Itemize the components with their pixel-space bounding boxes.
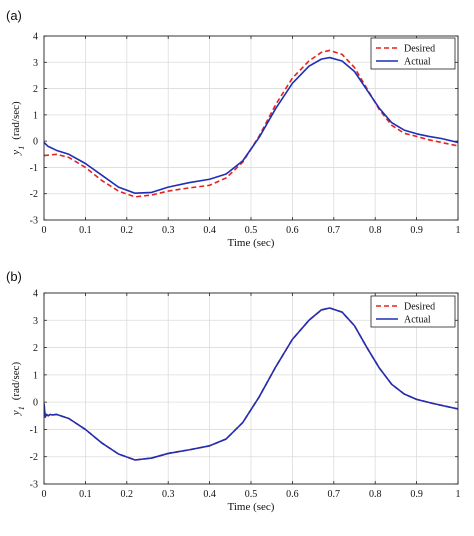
- axes-frame: [43, 35, 459, 221]
- x-tick-label: 1: [456, 489, 461, 500]
- chart-panel-a: (a) 0 0.1 0.2 0.3 0.4 0.5 0.6 0.7 0.8 0.9 1 -3 -2 -1 0 1…: [6, 8, 461, 249]
- x-tick-label: 0.8: [369, 489, 382, 500]
- x-tick-label: 0.3: [162, 225, 175, 236]
- chart-panel-b: (b) 0 0.1 0.2 0.3 0.4 0.5 0.6 0.7 0.8 0.9 1 -3 -2 -1 0 1…: [6, 269, 461, 513]
- x-tick-label: 0: [42, 489, 47, 500]
- y-axis-label-unit: (rad/sec): [10, 361, 22, 400]
- legend-box: [370, 37, 456, 70]
- x-tick-label: 0.6: [286, 225, 299, 236]
- x-tick-label: 0.5: [245, 225, 258, 236]
- y-tick-label: -1: [30, 425, 38, 436]
- legend-label-desired: Desired: [404, 44, 435, 55]
- y-axis-label-subscript: 1: [17, 406, 26, 410]
- series-line-actual: [44, 56, 458, 194]
- y-tick-label: -3: [30, 216, 38, 227]
- y-tick-label: 0: [33, 398, 38, 409]
- legend-box: [370, 295, 456, 328]
- x-tick-label: 0.4: [203, 225, 216, 236]
- y-tick-label: 4: [33, 289, 38, 300]
- x-tick-label: 0.8: [369, 225, 382, 236]
- x-tick-label: 1: [456, 225, 461, 236]
- legend: Desired Actual: [370, 295, 456, 328]
- x-tick-label: 0.1: [79, 225, 92, 236]
- x-tick-label: 0.6: [286, 489, 299, 500]
- x-tick-label: 0.2: [121, 225, 134, 236]
- x-tick-label: 0: [42, 225, 47, 236]
- x-axis-label: Time (sec): [228, 237, 275, 249]
- y-axis-label: y1 (rad/sec): [10, 361, 26, 416]
- y-axis-label-unit: (rad/sec): [10, 101, 22, 140]
- y-axis-label-symbol: y: [10, 410, 22, 416]
- y-tick-label: -2: [30, 452, 38, 463]
- x-tick-label: 0.5: [245, 489, 258, 500]
- x-tick-label: 0.7: [328, 225, 341, 236]
- x-axis-label: Time (sec): [228, 501, 275, 513]
- y-axis-label-symbol: y: [10, 150, 22, 156]
- legend-label-desired: Desired: [404, 302, 435, 313]
- y-tick-label: -2: [30, 189, 38, 200]
- y-axis-label: y1 (rad/sec): [10, 101, 26, 156]
- y-tick-label: 0: [33, 137, 38, 148]
- y-tick-label: 2: [33, 84, 38, 95]
- x-tick-label: 0.9: [410, 225, 423, 236]
- legend-label-actual: Actual: [404, 315, 431, 326]
- panel-label: (b): [6, 269, 22, 284]
- y-tick-label: 2: [33, 343, 38, 354]
- legend: Desired Actual: [370, 37, 456, 70]
- panel-label: (a): [6, 8, 22, 23]
- series-line-actual: [44, 307, 458, 461]
- y-tick-label: 3: [33, 316, 38, 327]
- y-tick-label: -1: [30, 163, 38, 174]
- x-tick-label: 0.1: [79, 489, 92, 500]
- x-tick-label: 0.2: [121, 489, 134, 500]
- x-tick-label: 0.3: [162, 489, 175, 500]
- y-tick-label: 1: [33, 110, 38, 121]
- x-tick-label: 0.4: [203, 489, 216, 500]
- x-tick-label: 0.7: [328, 489, 341, 500]
- y-tick-label: 4: [33, 32, 38, 43]
- legend-label-actual: Actual: [404, 57, 431, 68]
- y-axis-label-subscript: 1: [17, 146, 26, 150]
- x-tick-label: 0.9: [410, 489, 423, 500]
- y-tick-label: -3: [30, 480, 38, 491]
- y-tick-label: 1: [33, 370, 38, 381]
- y-tick-label: 3: [33, 58, 38, 69]
- axes-frame: [43, 292, 459, 485]
